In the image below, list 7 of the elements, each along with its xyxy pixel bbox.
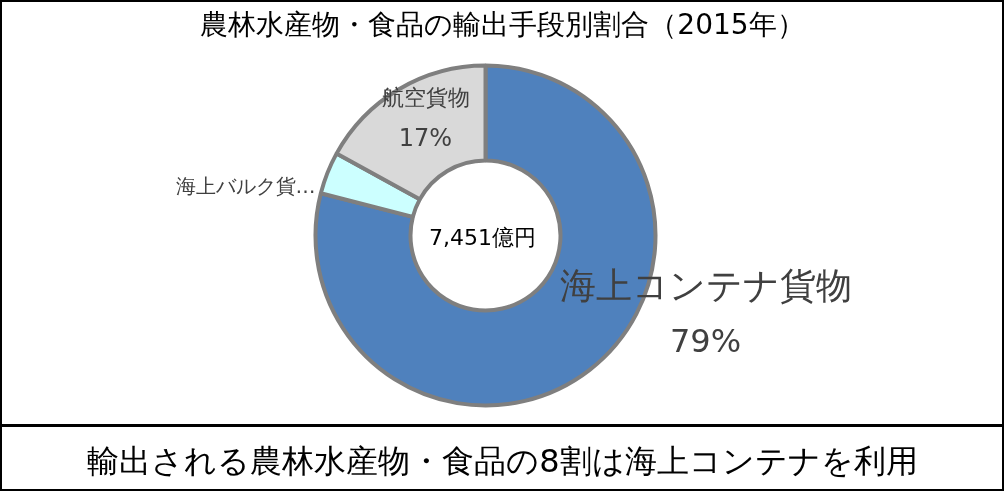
slice-label: 航空貨物 xyxy=(381,85,470,110)
data-label: 79% xyxy=(669,321,742,360)
data-label: 17% xyxy=(398,123,453,152)
text: 7,451億円 xyxy=(429,225,536,250)
text: 輸出される農林水産物・食品の8割は海上コンテナを利用 xyxy=(87,441,918,480)
chart-title: 農林水産物・食品の輸出手段別割合（2015年） xyxy=(200,8,805,41)
slice-label: 海上バルク貨… xyxy=(175,173,316,198)
